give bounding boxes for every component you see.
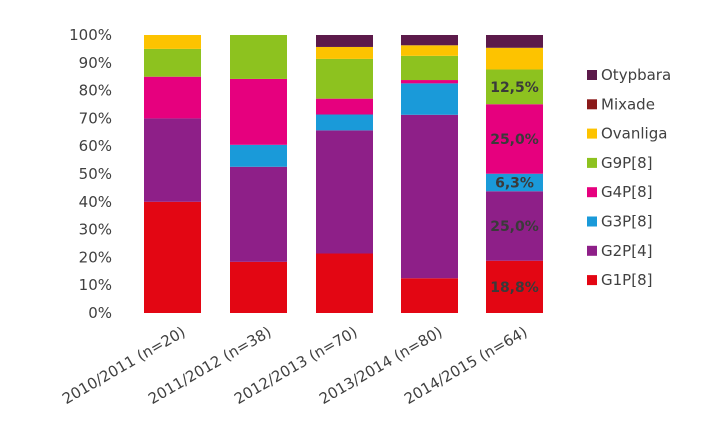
legend-item-g3p-8: G3P[8]	[587, 213, 652, 231]
legend-item-ovanliga: Ovanliga	[587, 125, 667, 143]
legend-swatch	[587, 128, 597, 139]
bar-segment-ovanliga	[144, 35, 201, 49]
bar-segment-g4p-8	[144, 76, 201, 119]
legend-label: Mixade	[601, 95, 655, 113]
bar-segment-g9p-8	[486, 69, 543, 105]
bar-segment-g2p-4	[144, 118, 201, 202]
bar-segment-g3p-8	[401, 83, 458, 115]
bar-stack-2010-2011-n-20	[144, 35, 201, 313]
legend-item-g1p-8: G1P[8]	[587, 271, 652, 289]
y-tick-label: 10%	[79, 276, 112, 294]
bar-segment-g9p-8	[144, 48, 201, 77]
bar-segment-g1p-8	[316, 253, 373, 313]
legend-label: Otypbara	[601, 66, 671, 84]
bar-segment-g9p-8	[316, 58, 373, 99]
bar-stack-2014-2015-n-64	[486, 35, 543, 313]
bar-segment-g1p-8	[144, 201, 201, 313]
y-tick-label: 0%	[88, 304, 112, 322]
bar-segment-g4p-8	[486, 104, 543, 174]
data-label-g4p-8: 25,0%	[490, 132, 539, 148]
bar-segment-ovanliga	[401, 45, 458, 56]
legend-item-mixade: Mixade	[587, 95, 655, 113]
bar-segment-g4p-8	[401, 80, 458, 84]
legend-label: G9P[8]	[601, 154, 652, 172]
bar-segment-g2p-4	[316, 130, 373, 254]
bar-stack-2012-2013-n-70	[316, 35, 373, 313]
legend-item-g9p-8: G9P[8]	[587, 154, 652, 172]
legend-item-otypbara: Otypbara	[587, 66, 671, 84]
bar-segment-ovanliga	[316, 46, 373, 59]
bar-segment-g3p-8	[230, 144, 287, 167]
bar-stack-2013-2014-n-80	[401, 35, 458, 313]
legend-label: G3P[8]	[601, 213, 652, 231]
legend-item-g2p-4: G2P[4]	[587, 242, 652, 260]
bar-stack-2011-2012-n-38	[230, 35, 287, 313]
data-label-g3p-8: 6,3%	[495, 175, 534, 191]
y-tick-label: 90%	[79, 54, 112, 72]
legend-swatch	[587, 157, 597, 168]
data-label-g1p-8: 18,8%	[490, 280, 539, 296]
bar-segment-otypbara	[486, 35, 543, 48]
y-tick-label: 100%	[69, 26, 112, 44]
bar-segment-otypbara	[316, 35, 373, 47]
bar-segment-g3p-8	[316, 114, 373, 131]
y-tick-label: 20%	[79, 248, 112, 266]
legend-swatch	[587, 187, 597, 198]
legend-swatch	[587, 216, 597, 227]
bar-segment-g2p-4	[230, 166, 287, 262]
legend-label: G2P[4]	[601, 242, 652, 260]
legend-label: G1P[8]	[601, 271, 652, 289]
y-tick-label: 80%	[79, 82, 112, 100]
data-label-g9p-8: 12,5%	[490, 80, 539, 96]
bar-segment-ovanliga	[486, 47, 543, 70]
bar-segment-g3p-8	[486, 173, 543, 192]
data-label-g2p-4: 25,0%	[490, 219, 539, 235]
legend-item-g4p-8: G4P[8]	[587, 183, 652, 201]
y-tick-label: 30%	[79, 221, 112, 239]
y-tick-label: 50%	[79, 165, 112, 183]
bar-segment-g1p-8	[230, 261, 287, 313]
y-tick-label: 70%	[79, 109, 112, 127]
legend-swatch	[587, 70, 597, 80]
bar-segment-g2p-4	[401, 114, 458, 279]
legend-label: G4P[8]	[601, 183, 652, 201]
bar-segment-g9p-8	[230, 35, 287, 79]
legend-swatch	[587, 275, 597, 286]
legend-swatch	[587, 245, 597, 256]
bar-segment-otypbara	[401, 35, 458, 46]
bar-segment-g1p-8	[486, 260, 543, 313]
legend-label: Ovanliga	[601, 125, 667, 143]
bar-segment-g4p-8	[230, 78, 287, 145]
bar-segment-g2p-4	[486, 191, 543, 261]
bar-segment-g1p-8	[401, 278, 458, 313]
y-tick-label: 60%	[79, 137, 112, 155]
legend-swatch	[587, 99, 597, 110]
bar-segment-g9p-8	[401, 55, 458, 81]
y-tick-label: 40%	[79, 193, 112, 211]
bar-segment-g4p-8	[316, 98, 373, 115]
